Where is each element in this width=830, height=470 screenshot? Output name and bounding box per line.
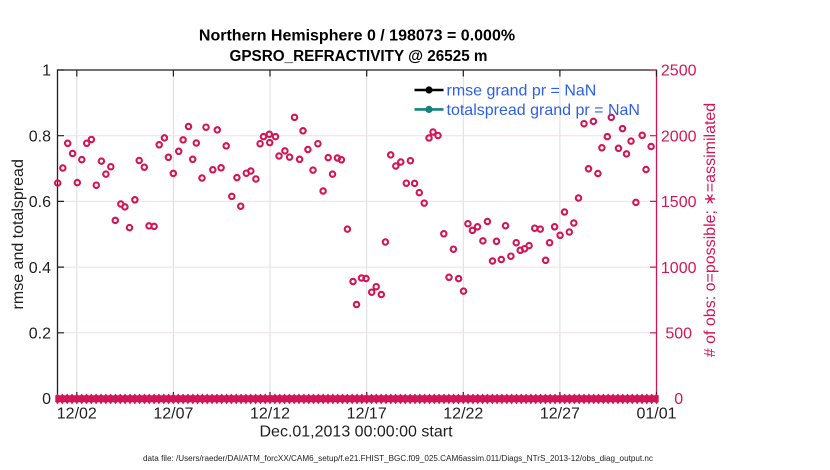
svg-text:12/12: 12/12 — [250, 406, 290, 423]
svg-text:0.2: 0.2 — [29, 326, 51, 343]
svg-text:12/17: 12/17 — [347, 406, 387, 423]
svg-text:totalspread grand pr = NaN: totalspread grand pr = NaN — [447, 102, 640, 119]
svg-text:0.4: 0.4 — [29, 260, 51, 277]
svg-text:0.6: 0.6 — [29, 194, 51, 211]
svg-text:500: 500 — [665, 326, 692, 343]
svg-text:01/01: 01/01 — [636, 406, 676, 423]
svg-text:rmse grand pr = NaN: rmse grand pr = NaN — [447, 83, 597, 100]
svg-text:0: 0 — [674, 391, 683, 408]
svg-text:12/22: 12/22 — [443, 406, 483, 423]
svg-text:Dec.01,2013 00:00:00 start: Dec.01,2013 00:00:00 start — [259, 424, 453, 441]
svg-text:# of obs: o=possible; ∗=assimi: # of obs: o=possible; ∗=assimilated — [702, 103, 719, 357]
svg-text:1: 1 — [42, 63, 51, 80]
svg-text:1500: 1500 — [661, 194, 697, 211]
svg-text:GPSRO_REFRACTIVITY @ 26525 m: GPSRO_REFRACTIVITY @ 26525 m — [230, 48, 488, 65]
svg-text:2500: 2500 — [661, 63, 697, 80]
svg-text:rmse and totalspread: rmse and totalspread — [10, 159, 27, 309]
svg-text:2000: 2000 — [661, 128, 697, 145]
svg-text:1000: 1000 — [661, 260, 697, 277]
svg-text:0.8: 0.8 — [29, 128, 51, 145]
svg-text:0: 0 — [42, 391, 51, 408]
svg-text:Northern Hemisphere 0 / 198073: Northern Hemisphere 0 / 198073 = 0.000% — [199, 28, 515, 45]
svg-text:12/07: 12/07 — [153, 406, 193, 423]
svg-text:12/27: 12/27 — [540, 406, 580, 423]
svg-text:data file: /Users/raeder/DAI/A: data file: /Users/raeder/DAI/ATM_forcXX/… — [143, 454, 653, 463]
svg-text:12/02: 12/02 — [57, 406, 97, 423]
